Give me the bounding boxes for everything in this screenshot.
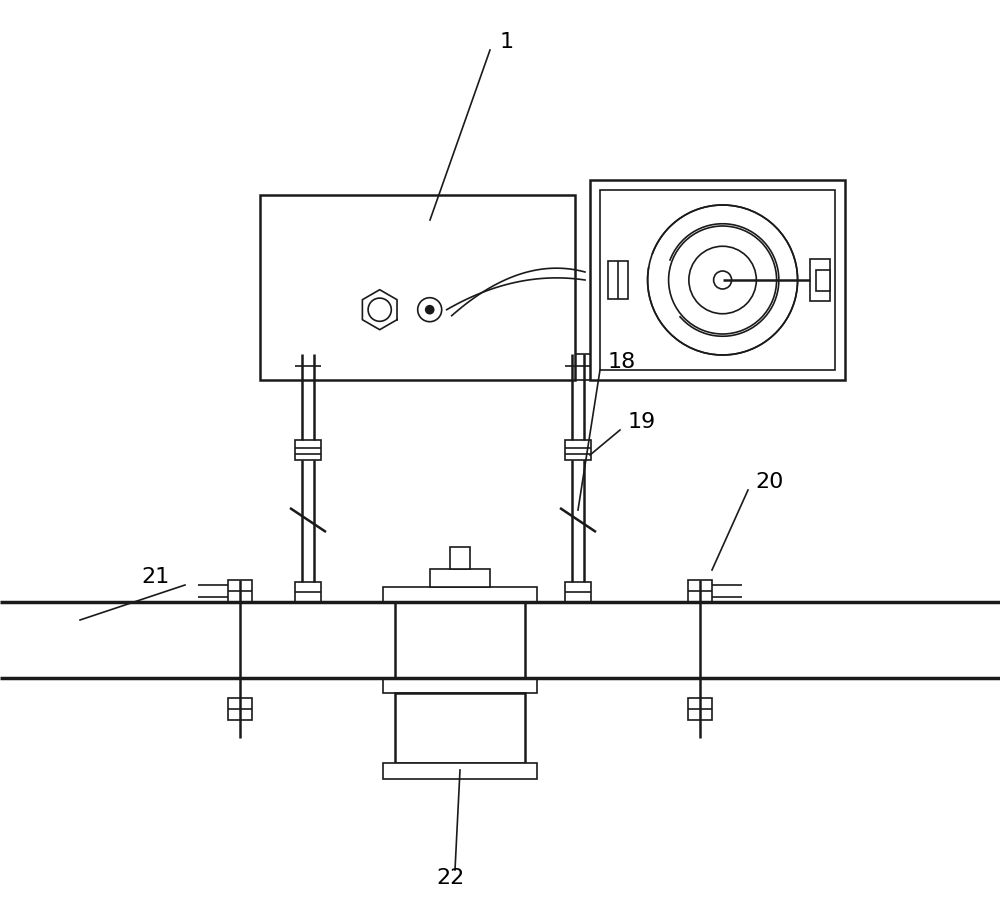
Text: 20: 20 [755,472,783,492]
Bar [688,698,712,720]
Bar [810,259,830,301]
Bar [383,587,537,602]
Text: 22: 22 [436,868,464,888]
Bar [383,763,537,779]
Bar [816,270,830,291]
Bar [565,440,591,460]
Circle shape [669,226,777,334]
Circle shape [368,298,391,322]
Bar [295,440,321,460]
Text: 21: 21 [142,567,170,587]
Text: 19: 19 [628,412,656,432]
Circle shape [714,271,732,289]
Bar [295,354,321,380]
Bar [590,180,845,380]
Bar [565,582,591,602]
Bar [295,582,321,602]
Bar [228,698,252,720]
Bar [260,195,575,380]
Circle shape [426,305,434,313]
Bar [565,354,591,380]
Bar [450,547,470,569]
Bar [228,580,252,602]
Circle shape [689,246,756,313]
Circle shape [418,298,442,322]
Bar [688,580,712,602]
Bar [395,602,525,678]
Bar [383,678,537,693]
Bar [600,190,835,370]
Bar [434,364,452,380]
Bar [395,693,525,763]
Text: 1: 1 [500,32,514,52]
Text: 18: 18 [608,352,636,372]
Bar [608,261,628,299]
Bar [430,569,490,587]
